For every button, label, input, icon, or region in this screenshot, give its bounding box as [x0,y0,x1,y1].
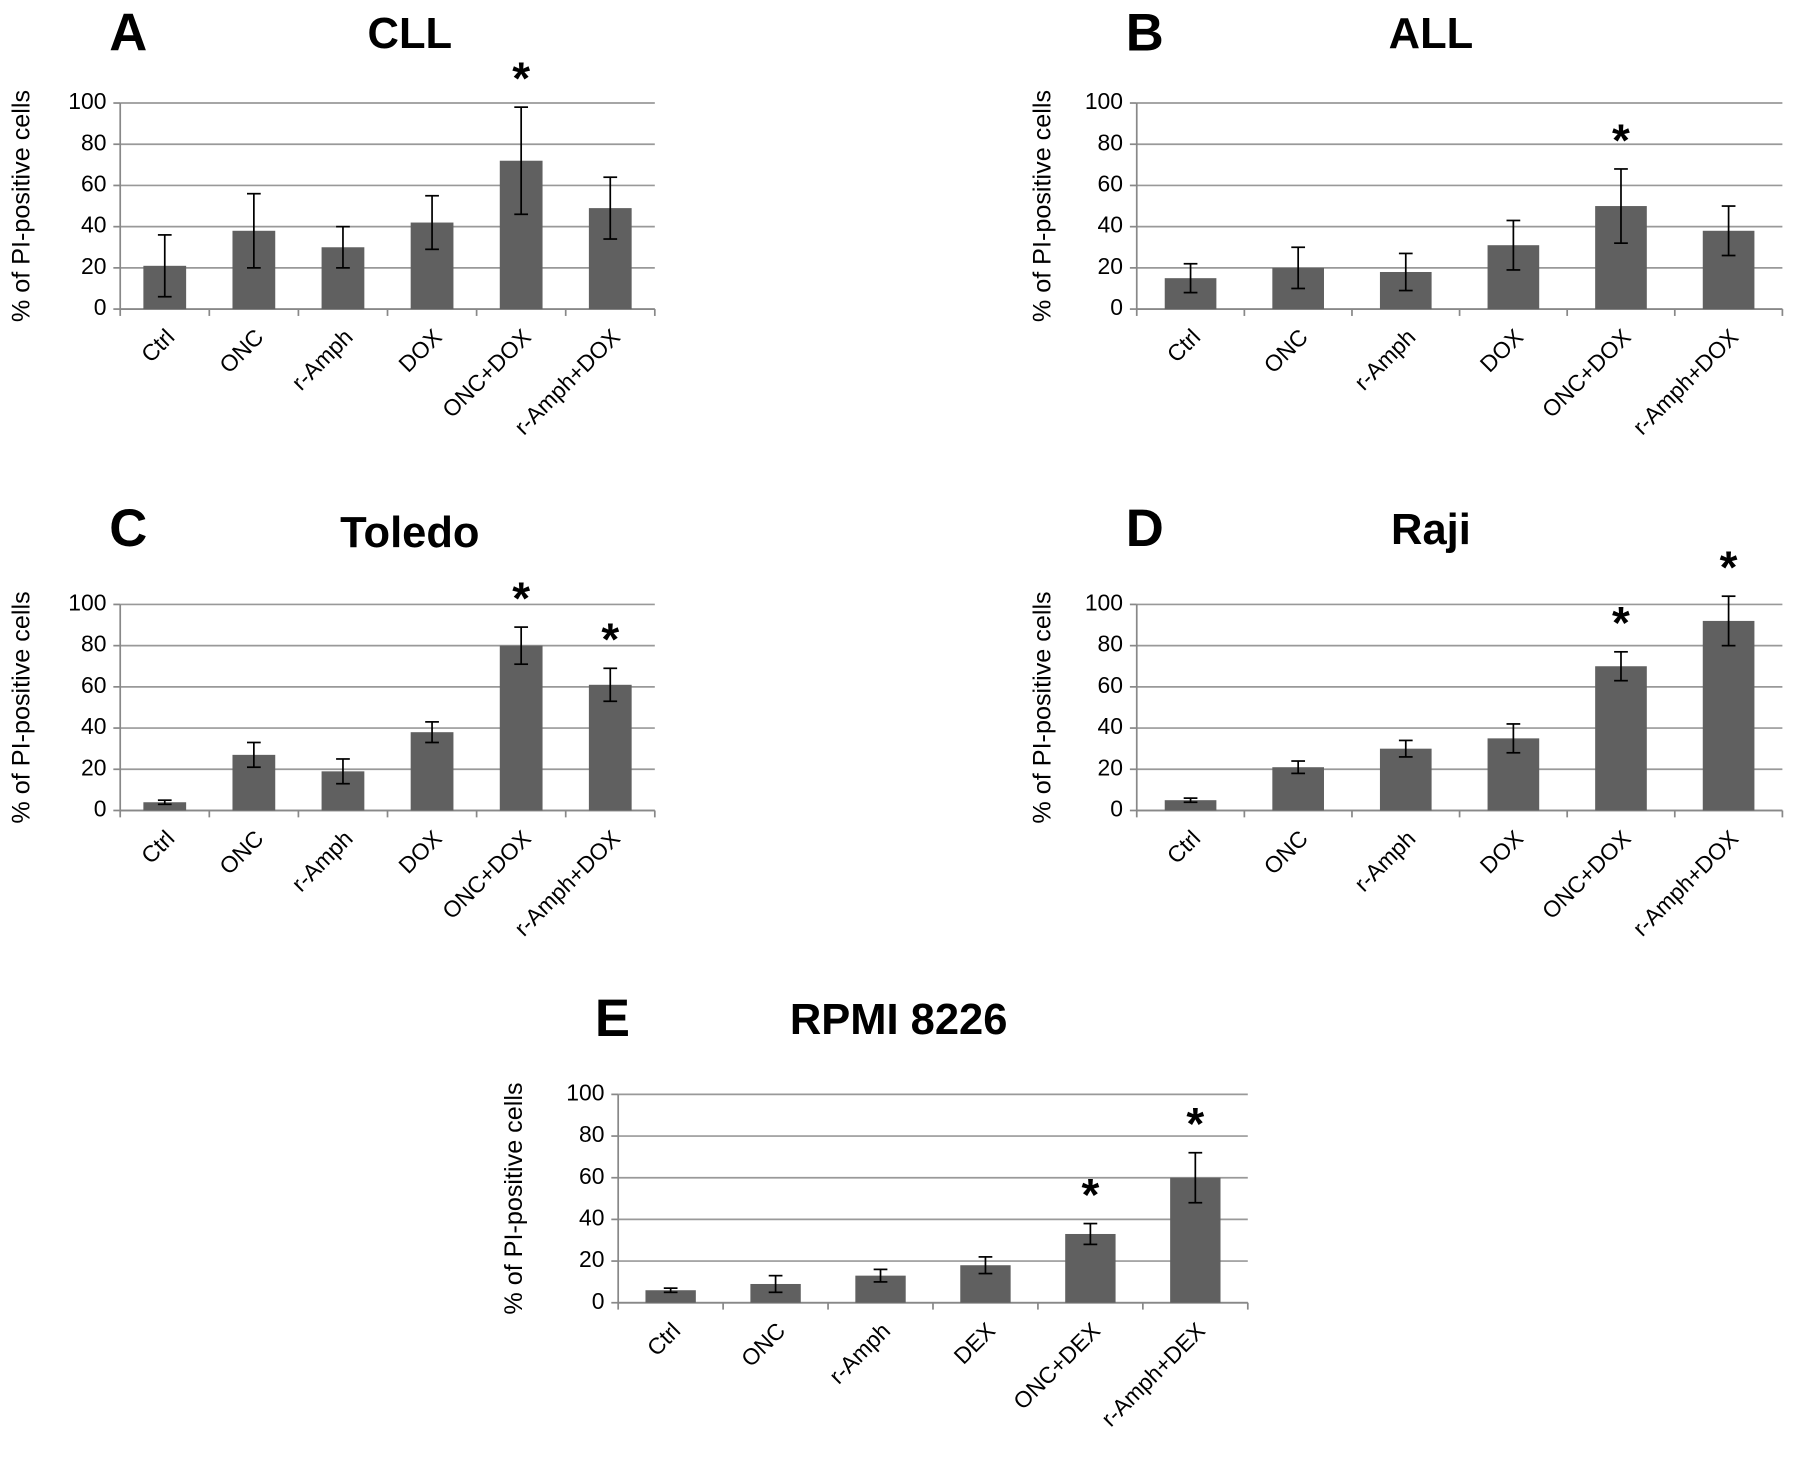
significance-marker: * [512,53,530,104]
chart-panel: E RPMI 8226 % of PI-positive cells 0 20 40 60 8… [500,989,1249,1431]
x-tick-label: ONC+DEX [1008,1317,1105,1414]
bar [1065,1233,1116,1303]
y-tick-label: 0 [94,294,107,320]
significance-marker: * [1720,542,1738,593]
y-tick-label: 20 [1098,253,1123,279]
y-tick-label: 0 [592,1288,605,1314]
y-tick-label: 80 [1098,129,1123,155]
significance-marker: * [601,614,619,665]
chart-title: CLL [368,10,453,58]
y-tick-label: 20 [1098,754,1123,780]
y-axis-label: % of PI-positive cells [8,591,36,823]
x-tick-label: Ctrl [136,324,180,368]
x-tick-label: ONC+DOX [1537,825,1636,924]
chart-title: ALL [1389,10,1474,58]
y-tick-label: 100 [566,1079,604,1105]
bar [1702,620,1755,811]
y-axis-label: % of PI-positive cells [1029,591,1057,823]
x-tick-label: ONC [736,1317,790,1371]
chart-title: Raji [1391,506,1471,554]
y-tick-label: 0 [1110,294,1123,320]
bar [1164,800,1217,811]
significance-marker: * [1612,598,1630,649]
panel-letter: A [109,4,147,63]
y-tick-label: 20 [81,253,106,279]
x-tick-label: DOX [393,324,446,377]
bar [588,684,632,811]
y-tick-label: 80 [81,129,106,155]
x-tick-label: DOX [1475,324,1528,377]
x-tick-label: r-Amph [286,324,357,395]
bar [1595,666,1647,811]
y-tick-label: 80 [1098,631,1123,657]
chart-panel: B ALL % of PI-positive cells 0 20 40 60 80 100 Ct… [1029,4,1784,440]
y-tick-label: 60 [579,1163,604,1189]
x-tick-label: ONC [1259,825,1313,879]
y-tick-label: 100 [68,88,106,114]
y-tick-label: 40 [81,713,106,739]
y-tick-label: 80 [81,631,106,657]
x-tick-label: r-Amph [824,1317,895,1388]
panel-letter: E [595,989,630,1048]
y-tick-label: 100 [1085,88,1123,114]
x-tick-label: r-Amph+DEX [1096,1317,1210,1431]
x-tick-label: ONC [214,324,268,378]
y-tick-label: 60 [1098,170,1123,196]
x-tick-label: ONC [1259,324,1313,378]
significance-marker: * [1081,1169,1099,1220]
chart-panel: C Toledo % of PI-positive cells 0 20 40 60 80 10… [8,499,656,941]
x-tick-label: r-Amph [1349,324,1420,395]
bar [499,645,543,811]
x-tick-label: ONC+DOX [1537,324,1636,423]
bar [645,1290,696,1303]
y-tick-label: 0 [94,796,107,822]
chart-title: RPMI 8226 [790,996,1008,1044]
panel-letter: D [1126,499,1164,558]
y-tick-label: 60 [81,170,106,196]
bar [1272,767,1324,811]
y-tick-label: 80 [579,1121,604,1147]
y-tick-label: 40 [579,1204,604,1230]
x-tick-label: DOX [1475,825,1528,878]
panel-letter: B [1126,4,1164,63]
y-axis-label: % of PI-positive cells [1029,90,1057,322]
bar [410,732,454,811]
significance-marker: * [1186,1099,1204,1150]
bar [750,1283,801,1303]
x-tick-label: Ctrl [1162,825,1206,869]
x-tick-label: DOX [393,825,446,878]
y-axis-label: % of PI-positive cells [8,90,36,322]
chart-title: Toledo [340,509,479,557]
y-tick-label: 40 [81,212,106,238]
x-tick-label: r-Amph [286,825,357,896]
x-tick-label: ONC [214,825,268,879]
y-tick-label: 60 [81,672,106,698]
x-tick-label: r-Amph+DOX [1627,324,1743,440]
y-tick-label: 100 [1085,589,1123,615]
y-tick-label: 40 [1098,713,1123,739]
chart-panel: D Raji % of PI-positive cells 0 20 40 60 80 100 C… [1029,499,1784,941]
bar [1379,748,1432,811]
x-tick-label: Ctrl [642,1317,686,1361]
y-tick-label: 60 [1098,672,1123,698]
y-tick-label: 0 [1110,796,1123,822]
bar [143,802,187,811]
y-tick-label: 40 [1098,212,1123,238]
x-tick-label: Ctrl [1162,324,1206,368]
x-tick-label: r-Amph+DOX [1627,825,1743,941]
panel-letter: C [109,499,147,558]
x-tick-label: Ctrl [136,825,180,869]
x-tick-label: DEX [948,1317,1000,1369]
y-tick-label: 20 [81,754,106,780]
significance-marker: * [1612,115,1630,166]
chart-panel: A CLL % of PI-positive cells 0 20 40 60 80 100 Ct… [8,4,656,440]
significance-marker: * [512,573,530,624]
y-axis-label: % of PI-positive cells [500,1082,528,1314]
y-tick-label: 20 [579,1246,604,1272]
x-tick-label: r-Amph [1349,825,1420,896]
y-tick-label: 100 [68,589,106,615]
